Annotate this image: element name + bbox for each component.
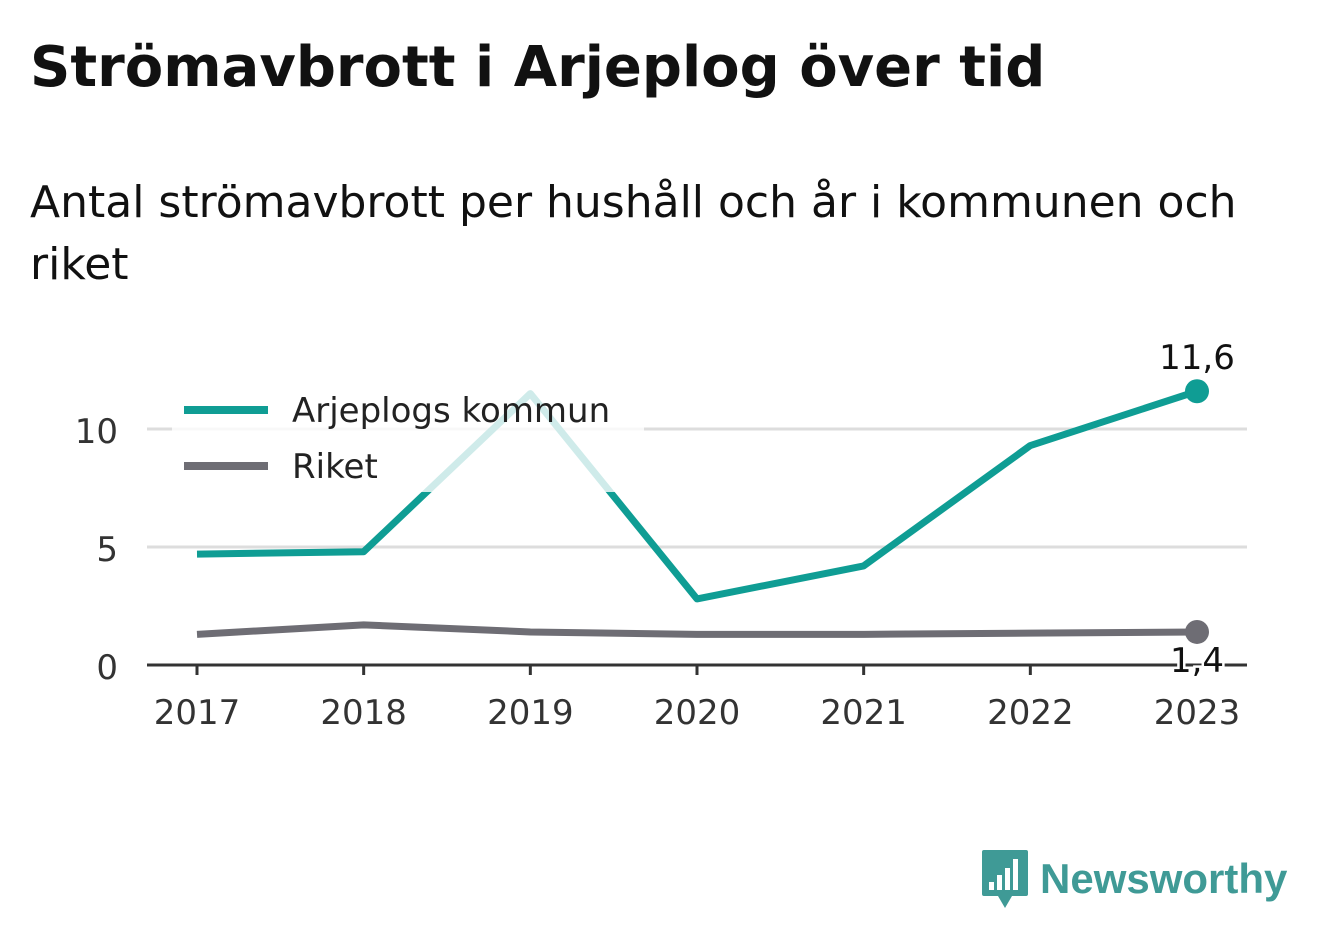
series-end-point [1185, 619, 1209, 644]
end-value-label: 1,4 [1170, 641, 1224, 681]
x-tick-label: 2022 [987, 693, 1074, 733]
chart-subtitle: Antal strömavbrott per hushåll och år i … [30, 177, 1237, 290]
x-tick-label: 2018 [320, 693, 407, 733]
newsworthy-logo: Newsworthy [980, 848, 1287, 910]
data-labels: 11,6 1,4 [1159, 338, 1235, 683]
data-series [196, 379, 1209, 644]
legend: Arjeplogs kommun Riket [172, 384, 644, 492]
legend-label: Riket [292, 447, 378, 487]
brand-name: Newsworthy [1040, 855, 1288, 902]
series-end-point [1185, 379, 1209, 404]
y-tick-label: 0 [96, 648, 118, 688]
legend-label: Arjeplogs kommun [292, 391, 610, 431]
end-value-label: 11,6 [1159, 338, 1235, 378]
x-tick-label: 2020 [654, 693, 741, 733]
y-tick-label: 5 [96, 530, 118, 570]
bar-chart-bubble-icon [982, 850, 1028, 908]
y-tick-label: 10 [75, 412, 118, 452]
series-line-1 [196, 621, 1198, 638]
x-tick-label: 2021 [820, 693, 907, 733]
x-tick-label: 2023 [1154, 693, 1241, 733]
x-tick-label: 2017 [154, 693, 241, 733]
x-tick-label: 2019 [487, 693, 574, 733]
chart-title: Strömavbrott i Arjeplog över tid [30, 35, 1046, 100]
legend-background [172, 384, 644, 492]
axes: 0 5 10 2017 2018 2019 2020 2021 2022 2023 [75, 412, 1247, 733]
